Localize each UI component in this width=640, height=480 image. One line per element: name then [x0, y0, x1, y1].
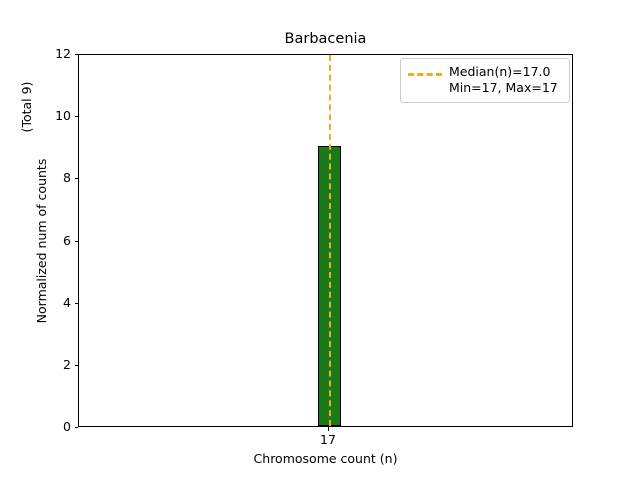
y-tick-mark — [74, 364, 78, 366]
y-tick-label: 6 — [63, 232, 71, 248]
y-axis-label-secondary: (Total 9) — [19, 81, 34, 133]
y-tick-label: 12 — [55, 46, 71, 61]
legend-median-line-icon — [408, 66, 442, 79]
legend-box: Median(n)=17.0 Min=17, Max=17 — [400, 58, 570, 103]
y-tick-label: 0 — [63, 419, 71, 434]
legend-entry-median: Median(n)=17.0 — [449, 64, 551, 79]
y-axis-label: Normalized num of counts — [34, 158, 49, 324]
legend-entries: Median(n)=17.0 Min=17, Max=17 — [449, 64, 562, 96]
y-tick-label: 8 — [63, 170, 71, 186]
x-axis-label: Chromosome count (n) — [253, 451, 398, 466]
chart-title: Barbacenia — [284, 31, 367, 47]
median-line — [329, 55, 331, 426]
y-tick-mark — [74, 116, 78, 118]
y-tick-mark — [74, 302, 78, 304]
plot-area — [78, 54, 573, 427]
x-tick-mark — [328, 427, 329, 431]
y-tick-mark — [74, 54, 78, 55]
y-tick-label: 10 — [55, 108, 71, 124]
y-tick-label: 4 — [63, 294, 71, 310]
y-tick-mark — [74, 240, 78, 242]
legend-entry-minmax: Min=17, Max=17 — [449, 80, 558, 95]
y-tick-mark — [74, 178, 78, 180]
y-tick-mark — [74, 427, 78, 428]
y-tick-label: 2 — [63, 356, 71, 372]
x-tick-label: 17 — [320, 432, 336, 447]
